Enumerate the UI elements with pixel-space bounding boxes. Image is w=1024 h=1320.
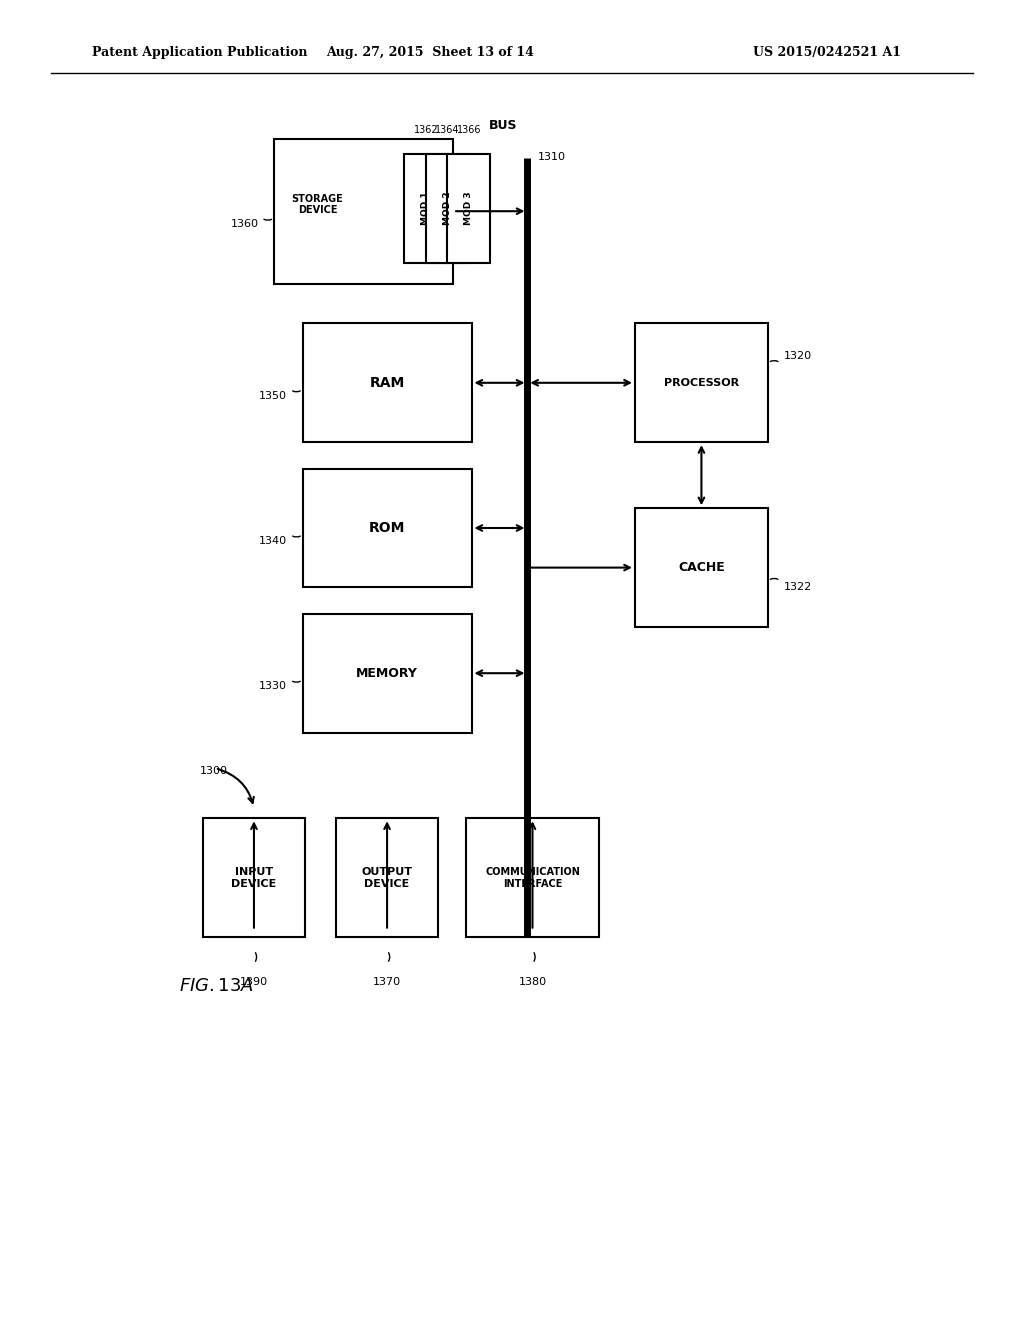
Text: 1366: 1366 xyxy=(457,124,481,135)
Text: CACHE: CACHE xyxy=(678,561,725,574)
Text: 1350: 1350 xyxy=(259,391,287,401)
Text: 1364: 1364 xyxy=(435,124,460,135)
Text: 1310: 1310 xyxy=(538,152,565,162)
FancyBboxPatch shape xyxy=(635,508,768,627)
Text: 1322: 1322 xyxy=(783,582,812,593)
FancyBboxPatch shape xyxy=(336,818,438,937)
Text: RAM: RAM xyxy=(370,376,404,389)
Text: 1380: 1380 xyxy=(518,977,547,987)
FancyBboxPatch shape xyxy=(303,614,471,733)
Text: 1300: 1300 xyxy=(200,766,227,776)
Text: INPUT
DEVICE: INPUT DEVICE xyxy=(231,867,276,888)
Text: $\mathit{FIG. 13A}$: $\mathit{FIG. 13A}$ xyxy=(179,977,254,995)
Text: Aug. 27, 2015  Sheet 13 of 14: Aug. 27, 2015 Sheet 13 of 14 xyxy=(326,46,535,59)
Text: MOD 3: MOD 3 xyxy=(465,191,473,226)
FancyBboxPatch shape xyxy=(404,154,447,263)
Text: PROCESSOR: PROCESSOR xyxy=(664,378,739,388)
Text: MOD 2: MOD 2 xyxy=(443,191,452,226)
Text: COMMUNICATION
INTERFACE: COMMUNICATION INTERFACE xyxy=(485,867,580,888)
FancyBboxPatch shape xyxy=(426,154,469,263)
Text: 1370: 1370 xyxy=(373,977,401,987)
FancyBboxPatch shape xyxy=(447,154,490,263)
Text: 1340: 1340 xyxy=(259,536,287,546)
Text: Patent Application Publication: Patent Application Publication xyxy=(92,46,307,59)
Text: 1360: 1360 xyxy=(230,219,258,230)
FancyBboxPatch shape xyxy=(303,323,471,442)
FancyBboxPatch shape xyxy=(273,139,453,284)
FancyBboxPatch shape xyxy=(303,469,471,587)
Text: 1390: 1390 xyxy=(240,977,268,987)
FancyBboxPatch shape xyxy=(466,818,599,937)
Text: MEMORY: MEMORY xyxy=(356,667,418,680)
Text: US 2015/0242521 A1: US 2015/0242521 A1 xyxy=(753,46,901,59)
FancyBboxPatch shape xyxy=(635,323,768,442)
Text: BUS: BUS xyxy=(488,119,517,132)
FancyBboxPatch shape xyxy=(203,818,305,937)
Text: MOD 1: MOD 1 xyxy=(422,191,430,226)
Text: STORAGE
DEVICE: STORAGE DEVICE xyxy=(292,194,343,215)
Text: ROM: ROM xyxy=(369,521,406,535)
Text: OUTPUT
DEVICE: OUTPUT DEVICE xyxy=(361,867,413,888)
Text: 1362: 1362 xyxy=(414,124,438,135)
Text: 1330: 1330 xyxy=(259,681,287,692)
Text: 1320: 1320 xyxy=(783,351,811,362)
